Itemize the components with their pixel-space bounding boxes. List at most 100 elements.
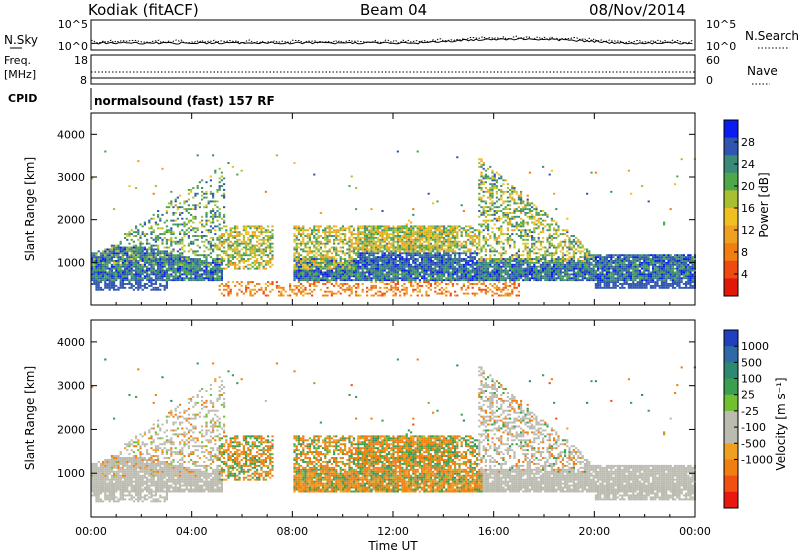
power-cell [313, 279, 316, 282]
power-cell [487, 261, 490, 264]
power-cell [346, 248, 349, 251]
power-cell [220, 227, 223, 230]
power-cell [190, 279, 193, 282]
power-cell [467, 271, 470, 274]
power-cell [218, 248, 221, 251]
power-cell [454, 240, 457, 243]
power-cell [328, 273, 331, 276]
power-cell [172, 231, 175, 234]
power-cell [363, 227, 366, 230]
power-cell [445, 286, 448, 289]
power-cell [247, 236, 250, 239]
power-cell [315, 258, 318, 260]
power-cell [405, 279, 408, 282]
power-cell [533, 215, 536, 218]
power-cell [126, 258, 129, 260]
date-title: 08/Nov/2014 [589, 1, 686, 19]
power-cell [517, 215, 520, 218]
power-cell [113, 261, 116, 264]
power-cell [262, 238, 265, 241]
power-cell [165, 238, 168, 241]
power-cell [383, 238, 386, 241]
power-cell [234, 231, 237, 234]
power-cell [363, 238, 366, 241]
power-cell [528, 250, 531, 253]
power-cell [399, 250, 402, 253]
power-cell [212, 261, 215, 264]
power-cell [132, 261, 135, 264]
power-cell [438, 265, 441, 268]
power-cell [348, 271, 351, 274]
power-cell [438, 252, 441, 255]
power-cell [110, 263, 113, 266]
power-cell [130, 250, 133, 253]
power-cell [311, 271, 314, 274]
power-cell [234, 267, 237, 270]
power-cell [526, 223, 529, 226]
power-cell [478, 288, 481, 291]
power-cell [179, 259, 182, 262]
power-cell [350, 231, 353, 234]
power-cell [416, 275, 419, 278]
power-cell [396, 279, 399, 282]
power-cell [319, 246, 322, 249]
power-cell [339, 277, 342, 280]
power-cell [478, 233, 481, 236]
power-cell [361, 258, 364, 260]
power-cell [476, 283, 479, 285]
power-cell [504, 179, 507, 182]
power-cell [421, 275, 424, 278]
power-cell [256, 261, 259, 264]
power-cell [97, 256, 100, 259]
power-cell [159, 227, 162, 230]
power-cell [454, 242, 457, 245]
power-cell [227, 248, 230, 251]
power-cell [535, 240, 538, 243]
power-cell [300, 244, 303, 247]
power-cell [346, 271, 349, 274]
power-cell [141, 256, 144, 259]
power-cell [401, 271, 404, 274]
power-cell [366, 236, 369, 239]
power-cell [366, 269, 369, 272]
power-cell [201, 263, 204, 266]
power-cell [130, 229, 133, 232]
power-cell [264, 248, 267, 251]
power-cell [333, 275, 336, 278]
power-cell [251, 250, 254, 253]
power-cell [454, 225, 457, 228]
power-cell [119, 263, 122, 266]
power-cell [456, 242, 459, 245]
power-cell [304, 263, 307, 266]
power-cell [139, 269, 142, 272]
power-cell [396, 229, 399, 232]
power-cell [405, 236, 408, 239]
power-cell [489, 263, 492, 266]
power-cell [361, 263, 364, 266]
power-cell [526, 279, 529, 282]
power-cell [361, 244, 364, 247]
power-cell [484, 227, 487, 230]
power-cell [429, 284, 432, 287]
power-cell [440, 279, 443, 282]
power-cell [350, 175, 353, 178]
power-cell [451, 283, 454, 285]
power-cell [313, 225, 316, 228]
power-cell [520, 275, 523, 278]
power-cell [212, 267, 215, 270]
power-cell [447, 236, 450, 239]
power-cell [229, 244, 232, 247]
power-cell [315, 284, 318, 287]
power-cell [168, 246, 171, 249]
power-cell [205, 221, 208, 224]
power-cell [531, 206, 534, 209]
power-cell [443, 227, 446, 230]
power-cell [495, 211, 498, 214]
power-cell [451, 236, 454, 239]
power-cell [216, 277, 219, 280]
power-cell [456, 269, 459, 272]
power-cell [423, 277, 426, 280]
power-cell [381, 263, 384, 266]
power-cell [326, 281, 329, 284]
power-cell [141, 248, 144, 251]
